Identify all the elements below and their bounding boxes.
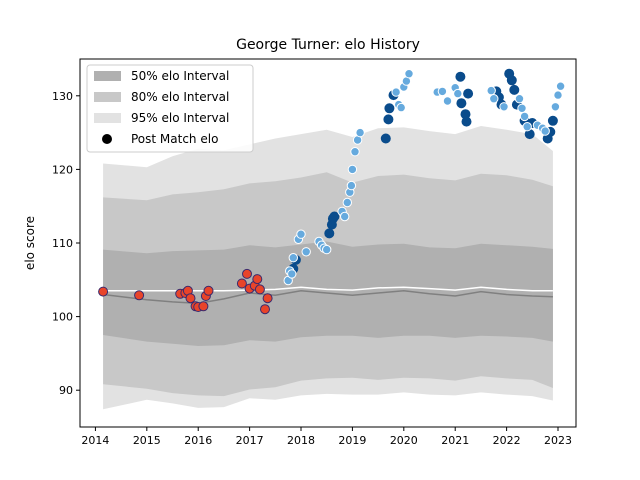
y-tick-label: 110 [52, 237, 73, 250]
elo-point-light [555, 81, 566, 91]
elo-point-light [499, 102, 509, 112]
elo-point-light [347, 164, 358, 175]
elo-point-red [236, 278, 247, 289]
x-tick-label: 2021 [441, 434, 469, 447]
elo-point-light [553, 90, 563, 100]
elo-point-light [340, 211, 350, 222]
elo-point-red [242, 268, 252, 279]
elo-point-red [203, 285, 214, 296]
x-tick-label: 2018 [287, 434, 315, 447]
x-tick-label: 2020 [390, 434, 418, 447]
elo-point-light [489, 94, 499, 104]
legend-swatch-95 [94, 113, 121, 123]
x-tick-label: 2016 [184, 434, 212, 447]
legend-label: 80% elo Interval [131, 90, 229, 104]
legend-box [86, 64, 254, 153]
elo-point-dark [509, 84, 520, 95]
elo-point-light [296, 229, 306, 239]
elo-point-red [252, 274, 263, 285]
elo-point-red [198, 301, 209, 312]
elo-point-light [442, 96, 453, 106]
y-axis-label: elo score [23, 216, 37, 270]
elo-point-light [514, 94, 525, 104]
elo-point-dark [506, 75, 517, 86]
legend-label: 50% elo Interval [131, 69, 229, 83]
x-tick-label: 2014 [81, 434, 109, 447]
plot-area [98, 68, 566, 410]
elo-point-light [342, 197, 352, 208]
elo-point-red [260, 304, 270, 315]
elo-point-dark [384, 103, 395, 114]
elo-point-red [98, 286, 109, 297]
elo-point-light [287, 269, 297, 279]
elo-point-red [185, 293, 196, 304]
elo-point-light [522, 122, 532, 132]
legend-swatch-80 [94, 92, 121, 102]
x-tick-label: 2022 [493, 434, 521, 447]
elo-point-light [396, 102, 406, 113]
elo-point-light [301, 247, 311, 257]
elo-point-light [350, 147, 360, 157]
elo-point-light [288, 253, 298, 263]
x-tick-label: 2019 [338, 434, 366, 447]
elo-point-red [262, 293, 273, 304]
elo-point-light [346, 180, 357, 191]
elo-point-light [453, 88, 463, 99]
elo-point-light [540, 126, 550, 136]
y-tick-label: 130 [52, 90, 73, 103]
elo-point-light [519, 111, 530, 122]
x-tick-label: 2017 [236, 434, 264, 447]
elo-point-light [550, 102, 561, 112]
elo-point-dark [324, 228, 335, 239]
elo-point-dark [547, 115, 558, 126]
y-tick-label: 100 [52, 311, 73, 324]
elo-point-light [437, 86, 448, 97]
elo-point-dark [455, 71, 466, 82]
elo-point-light [486, 85, 496, 96]
legend-label: 95% elo Interval [131, 111, 229, 125]
y-tick-label: 90 [59, 384, 73, 397]
legend-marker-post-match [102, 134, 112, 144]
legend-label: Post Match elo [131, 132, 218, 146]
chart-title: George Turner: elo History [236, 37, 420, 53]
elo-point-dark [461, 116, 472, 127]
elo-point-light [404, 69, 414, 79]
elo-point-red [254, 284, 265, 295]
elo-point-dark [380, 133, 391, 144]
legend-swatch-50 [94, 71, 121, 81]
elo-point-dark [456, 98, 467, 109]
x-tick-label: 2015 [133, 434, 161, 447]
x-tick-label: 2023 [544, 434, 572, 447]
elo-point-dark [329, 211, 340, 222]
legend: 50% elo Interval 80% elo Interval 95% elo … [86, 64, 254, 153]
elo-point-light [517, 103, 527, 114]
elo-point-red [134, 290, 145, 301]
y-tick-label: 120 [52, 163, 73, 176]
elo-point-light [391, 87, 401, 97]
elo-point-dark [463, 88, 474, 99]
elo-point-light [355, 127, 365, 138]
elo-point-dark [383, 114, 394, 125]
elo-point-light [322, 244, 332, 255]
mean-line [103, 286, 553, 292]
axes: 2014 2015 2016 2017 2018 2019 2020 2021 2022 2023… [52, 58, 577, 447]
